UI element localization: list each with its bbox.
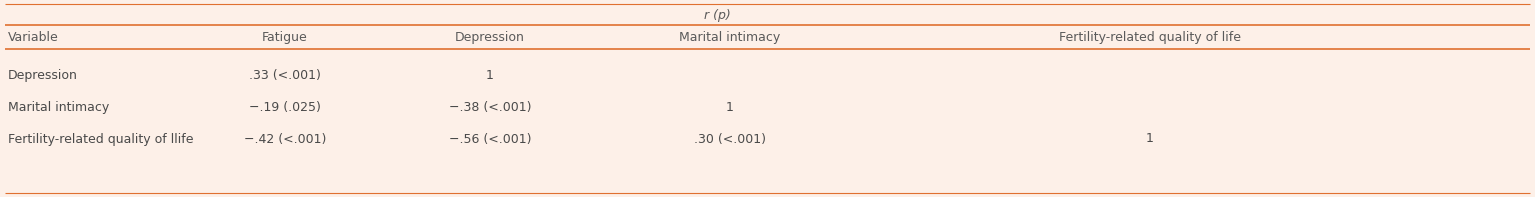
Text: 1: 1: [726, 100, 734, 113]
Text: Fertility-related quality of llife: Fertility-related quality of llife: [8, 133, 193, 146]
Text: .33 (<.001): .33 (<.001): [249, 69, 321, 82]
Text: −.56 (<.001): −.56 (<.001): [448, 133, 531, 146]
Text: Marital intimacy: Marital intimacy: [8, 100, 109, 113]
Text: −.38 (<.001): −.38 (<.001): [448, 100, 531, 113]
Text: Fatigue: Fatigue: [262, 31, 309, 44]
Text: .30 (<.001): .30 (<.001): [694, 133, 766, 146]
Text: 1: 1: [487, 69, 494, 82]
Text: −.42 (<.001): −.42 (<.001): [244, 133, 327, 146]
Text: Variable: Variable: [8, 31, 58, 44]
Text: Marital intimacy: Marital intimacy: [680, 31, 781, 44]
Text: −.19 (.025): −.19 (.025): [249, 100, 321, 113]
Text: Depression: Depression: [8, 69, 78, 82]
Text: 1: 1: [1147, 133, 1154, 146]
Text: r (p): r (p): [705, 8, 731, 21]
Text: Fertility-related quality of life: Fertility-related quality of life: [1059, 31, 1240, 44]
Text: Depression: Depression: [454, 31, 525, 44]
